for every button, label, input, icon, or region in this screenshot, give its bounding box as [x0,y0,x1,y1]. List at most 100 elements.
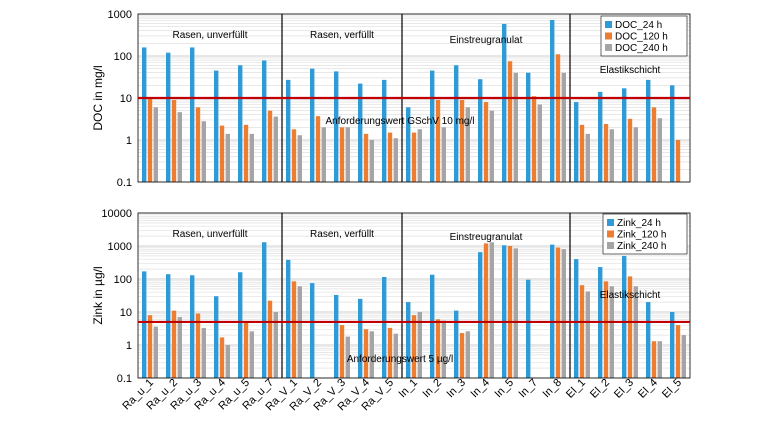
y-axis-title: Zink in µg/l [91,266,105,324]
bar [513,72,518,182]
bar [507,246,513,378]
legend-swatch [605,32,612,40]
bar [550,244,555,378]
category-axis-labels: Ra_u_1Ra_u_2Ra_u_3Ra_u_4Ra_u_5Ra_u_7Ra_V… [120,377,684,414]
bar [657,341,662,378]
bar [459,99,465,182]
bar [273,116,278,182]
bar [214,296,219,378]
bar [297,135,302,182]
bar [291,281,297,378]
bar [550,19,555,182]
bar [417,312,422,378]
bar [273,312,278,378]
zinc-chart: 0.1 1 10 100 1000 10000 Rasen, unverfüllt Rasen… [91,208,691,385]
bar [358,83,363,182]
bar [483,243,489,378]
legend-label: DOC_240 h [615,43,668,54]
category-label: In_2 [420,377,444,401]
legend-label: Zink_240 h [617,241,666,252]
series-1 [147,54,681,183]
legend-swatch [605,21,612,28]
region-label: Elastikschicht [600,290,661,301]
bar [675,325,681,378]
bar [190,47,195,183]
bar [286,79,291,182]
bar [651,107,657,182]
bar [238,272,243,378]
category-label: El_5 [660,377,684,401]
bar [478,252,483,378]
bar [267,110,273,182]
bar [681,335,686,378]
category-label: In_1 [396,377,420,401]
bar [225,133,230,182]
bar [502,23,507,183]
bar [459,333,465,378]
bar [195,313,201,378]
bar [393,138,398,182]
y-tick-label: 100 [114,274,132,286]
bar [297,286,302,378]
legend-label: Zink_120 h [617,230,666,241]
bar [321,127,326,182]
bar [603,124,609,182]
bar [339,325,345,378]
y-tick-label: 1 [126,340,132,352]
bar [219,337,225,378]
category-label: In_5 [492,377,516,401]
bar [406,107,411,182]
bar [387,132,393,182]
series-1 [147,243,681,378]
bar [651,341,657,378]
y-tick-label: 0.1 [117,373,132,385]
bar [310,283,315,378]
category-label: El_4 [636,377,660,401]
bar [219,125,225,182]
category-label: In_7 [516,377,540,401]
bar [574,259,579,378]
bar [555,54,561,183]
bar [190,275,195,378]
bar [171,310,177,378]
bar [513,248,518,378]
series-2 [153,72,662,182]
bar [291,129,297,182]
bar [441,127,446,182]
bar [609,129,614,182]
bar [177,112,182,182]
legend-swatch [607,230,614,238]
bar [454,65,459,182]
bar [267,300,273,378]
bar [441,320,446,378]
bar [345,127,350,182]
bar [465,107,470,182]
region-label: Rasen, unverfüllt [172,30,247,41]
bar [502,245,507,378]
bar [369,331,374,378]
bar [675,140,681,182]
bar [526,279,531,378]
bar [555,247,561,378]
bar [670,85,675,182]
bar [345,336,350,378]
category-label: El_2 [588,377,612,401]
bar [334,71,339,182]
legend-swatch [607,219,614,226]
bar [166,52,171,182]
bar [262,60,267,182]
bar [417,129,422,182]
legend-box [600,15,688,57]
threshold-label: Anforderungswert GSchV 10 mg/l [326,116,475,127]
bar [363,329,369,378]
bar [478,79,483,182]
bar [598,91,603,182]
series-2 [153,242,686,378]
bar [142,47,147,183]
bar [147,98,153,182]
bar [585,133,590,182]
bar [243,321,249,378]
series-0 [142,19,675,183]
